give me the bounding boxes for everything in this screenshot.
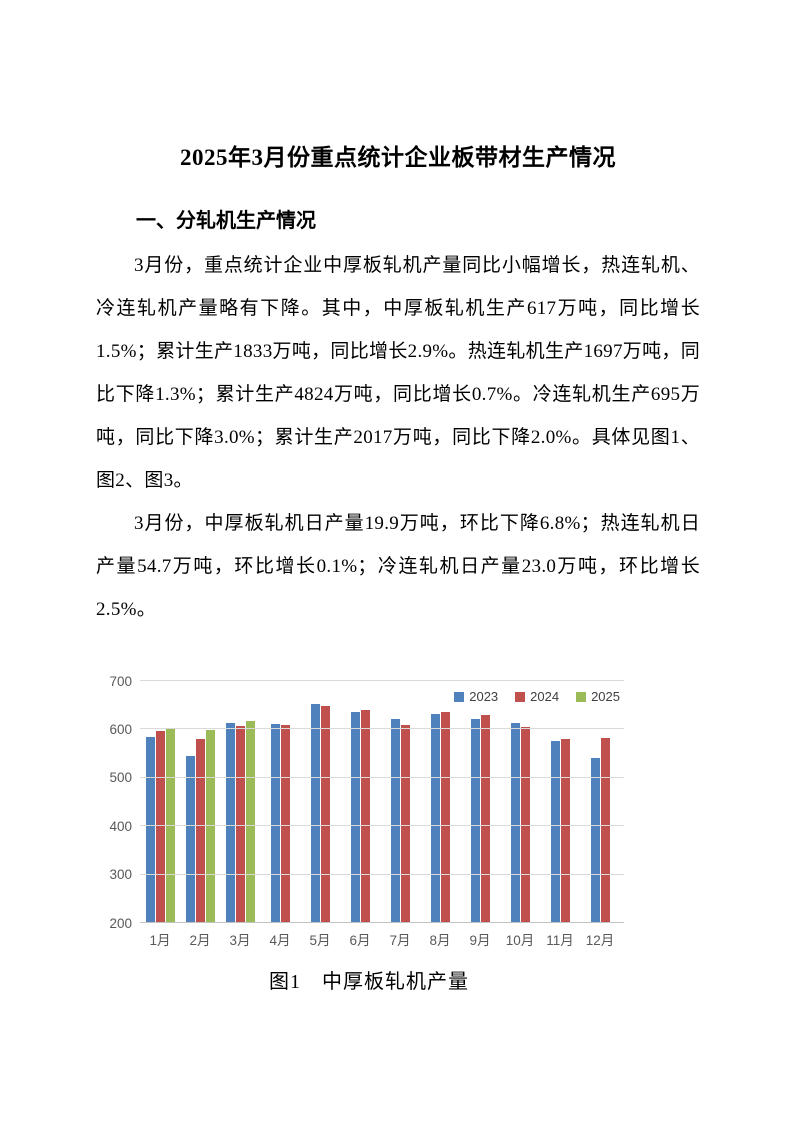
bar-2023-10月 xyxy=(510,723,520,923)
bar-group-11月 xyxy=(540,681,580,923)
bar-group-5月 xyxy=(300,681,340,923)
chart-plot-wrapper: 200 300 400 500 600 700 2023 2024 2025 xyxy=(104,674,634,929)
bar-2023-3月 xyxy=(225,722,235,923)
bar-2024-1月 xyxy=(155,731,165,923)
x-tick-label-5月: 5月 xyxy=(309,933,331,948)
bar-chart-figure-1: 200 300 400 500 600 700 2023 2024 2025 1月 2月 3月 4月… xyxy=(104,674,634,994)
x-tick-label-4月: 4月 xyxy=(269,933,291,948)
x-tick-label-7月: 7月 xyxy=(389,933,411,948)
legend-label-2024: 2024 xyxy=(530,689,560,704)
bar-group-8月 xyxy=(420,681,460,923)
y-tick-label-600: 600 xyxy=(109,721,132,737)
bar-2025-3月 xyxy=(245,721,255,923)
x-tick-label-11月: 11月 xyxy=(546,933,574,948)
legend-item-2024: 2024 xyxy=(515,690,559,703)
gridline-700 xyxy=(140,680,624,681)
legend-label-2023: 2023 xyxy=(469,689,499,704)
legend-item-2025: 2025 xyxy=(576,690,620,703)
y-tick-label-500: 500 xyxy=(109,770,132,786)
bar-groups xyxy=(140,681,624,923)
chart-legend: 2023 2024 2025 xyxy=(454,690,620,703)
bar-2024-11月 xyxy=(560,739,570,923)
bar-group-1月 xyxy=(140,681,180,923)
bar-group-7月 xyxy=(380,681,420,923)
legend-swatch-icon xyxy=(454,691,465,702)
bar-2024-4月 xyxy=(280,724,290,923)
y-tick-label-700: 700 xyxy=(109,673,132,689)
bar-2024-5月 xyxy=(320,705,330,923)
bar-2024-8月 xyxy=(440,711,450,923)
bar-group-2月 xyxy=(180,681,220,923)
legend-item-2023: 2023 xyxy=(454,690,498,703)
bar-group-12月 xyxy=(580,681,620,923)
y-tick-label-200: 200 xyxy=(109,915,132,931)
bar-group-9月 xyxy=(460,681,500,923)
bar-2023-6月 xyxy=(350,711,360,923)
gridline-400 xyxy=(140,825,624,827)
x-tick-label-10月: 10月 xyxy=(505,933,535,948)
gridline-200 xyxy=(140,922,624,923)
x-axis: 1月 2月 3月 4月 5月 6月 7月 8月 9月 10月 11月 12月 xyxy=(140,923,624,949)
gridline-300 xyxy=(140,873,624,875)
bar-2025-2月 xyxy=(205,730,215,923)
y-axis: 200 300 400 500 600 700 xyxy=(104,674,140,929)
page-title: 2025年3月份重点统计企业板带材生产情况 xyxy=(180,145,616,170)
section-heading: 一、分轧机生产情况 xyxy=(136,210,316,232)
x-tick-label-2月: 2月 xyxy=(189,933,211,948)
bar-2023-2月 xyxy=(185,756,195,923)
paragraph-daily-output: 3月份，中厚板轧机日产量19.9万吨，环比下降6.8%；热连轧机日产量54.7万… xyxy=(96,513,700,620)
bar-group-6月 xyxy=(340,681,380,923)
legend-swatch-icon xyxy=(515,691,526,702)
bar-group-10月 xyxy=(500,681,540,923)
plot-area: 2023 2024 2025 xyxy=(140,680,624,923)
bar-2024-9月 xyxy=(480,714,490,923)
bar-2023-1月 xyxy=(145,736,155,923)
x-tick-label-8月: 8月 xyxy=(429,933,451,948)
x-tick-label-6月: 6月 xyxy=(349,933,371,948)
bar-group-3月 xyxy=(220,681,260,923)
bar-2024-2月 xyxy=(195,738,205,923)
x-tick-label-1月: 1月 xyxy=(149,933,171,948)
paragraph-rolling-mill-summary: 3月份，重点统计企业中厚板轧机产量同比小幅增长，热连轧机、冷连轧机产量略有下降。… xyxy=(96,255,700,491)
bar-2024-7月 xyxy=(400,724,410,923)
bar-2024-3月 xyxy=(235,726,245,923)
bar-2024-12月 xyxy=(600,738,610,923)
bar-2023-11月 xyxy=(550,740,560,923)
bar-group-4月 xyxy=(260,681,300,923)
legend-swatch-icon xyxy=(576,691,587,702)
bar-2023-4月 xyxy=(270,723,280,923)
bar-2023-7月 xyxy=(390,719,400,923)
bar-2023-5月 xyxy=(310,703,320,923)
bar-2024-6月 xyxy=(360,709,370,923)
chart-caption: 图1 中厚板轧机产量 xyxy=(269,971,469,993)
bar-2023-9月 xyxy=(470,719,480,923)
x-tick-label-3月: 3月 xyxy=(229,933,251,948)
bar-2023-12月 xyxy=(590,757,600,923)
x-tick-label-12月: 12月 xyxy=(585,933,615,948)
bar-2023-8月 xyxy=(430,714,440,923)
x-tick-label-9月: 9月 xyxy=(469,933,491,948)
gridline-500 xyxy=(140,776,624,778)
gridline-600 xyxy=(140,728,624,730)
legend-label-2025: 2025 xyxy=(591,689,620,704)
y-tick-label-300: 300 xyxy=(109,866,132,882)
y-tick-label-400: 400 xyxy=(109,818,132,834)
